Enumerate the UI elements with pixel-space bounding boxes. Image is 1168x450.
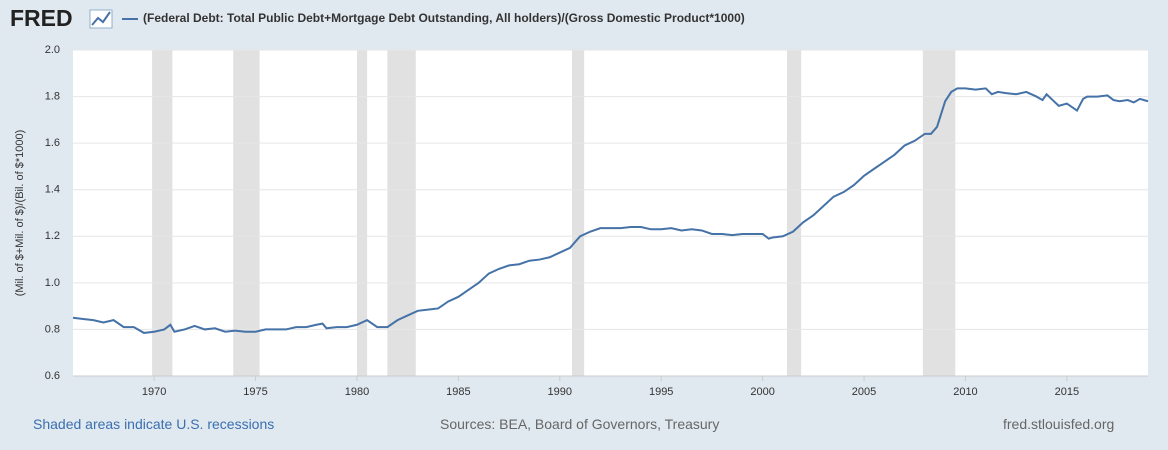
y-tick-label: 0.6 — [45, 370, 60, 382]
x-tick-label: 1970 — [142, 386, 166, 398]
recession-band — [786, 50, 802, 376]
y-tick-label: 2.0 — [45, 44, 60, 56]
recession-band — [571, 50, 585, 376]
y-tick-label: 0.8 — [45, 323, 60, 335]
x-tick-label: 1985 — [446, 386, 470, 398]
footer-note: Shaded areas indicate U.S. recessions — [33, 416, 275, 432]
y-tick-label: 1.8 — [45, 90, 60, 102]
x-tick-label: 2015 — [1055, 386, 1079, 398]
recession-band — [152, 50, 173, 376]
y-tick-label: 1.0 — [45, 277, 60, 289]
logo: FRED — [10, 5, 73, 31]
legend-label: (Federal Debt: Total Public Debt+Mortgag… — [143, 11, 745, 25]
recession-band — [922, 50, 956, 376]
footer-sources: Sources: BEA, Board of Governors, Treasu… — [440, 416, 720, 432]
x-tick-label: 1975 — [243, 386, 267, 398]
recession-band — [356, 50, 368, 376]
x-tick-label: 2010 — [953, 386, 977, 398]
recession-band — [233, 50, 260, 376]
y-tick-label: 1.4 — [45, 184, 60, 196]
x-tick-label: 1995 — [649, 386, 673, 398]
x-tick-label: 2000 — [750, 386, 774, 398]
y-tick-label: 1.6 — [45, 137, 60, 149]
x-tick-label: 1990 — [548, 386, 572, 398]
footer-link: fred.stlouisfed.org — [1003, 416, 1115, 432]
x-tick-label: 2005 — [852, 386, 876, 398]
recession-band — [387, 50, 416, 376]
y-axis-label: (Mil. of $+Mil. of $)/(Bil. of $*1000) — [14, 130, 26, 297]
x-tick-label: 1980 — [345, 386, 369, 398]
chart: FRED (Federal Debt: Total Public Debt+Mo… — [10, 5, 1149, 398]
series-line — [72, 87, 1149, 334]
y-tick-label: 1.2 — [45, 230, 60, 242]
logo-icon — [89, 9, 113, 29]
